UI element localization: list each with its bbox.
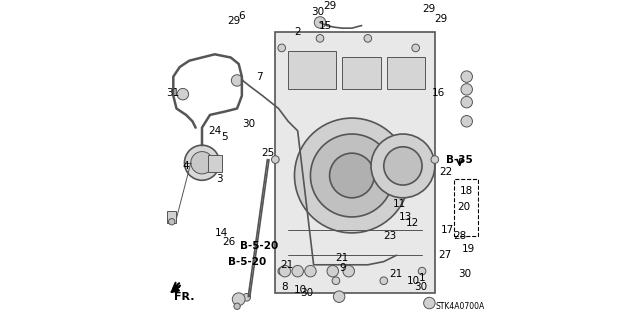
Text: STK4A0700A: STK4A0700A [436, 302, 485, 311]
Circle shape [327, 265, 339, 277]
Bar [167, 211, 177, 223]
Text: 21: 21 [280, 260, 293, 270]
Text: 17: 17 [441, 225, 454, 235]
Text: 13: 13 [399, 212, 412, 222]
Text: 20: 20 [457, 202, 470, 212]
Circle shape [191, 152, 213, 174]
Bar [288, 51, 336, 89]
Text: 6: 6 [239, 11, 245, 21]
Circle shape [424, 297, 435, 309]
Text: 8: 8 [282, 282, 288, 292]
Circle shape [279, 265, 291, 277]
Circle shape [371, 134, 435, 198]
Circle shape [384, 147, 422, 185]
Circle shape [380, 277, 388, 285]
Circle shape [418, 267, 426, 275]
Circle shape [333, 291, 345, 302]
Circle shape [292, 265, 303, 277]
Text: 11: 11 [393, 199, 406, 209]
Circle shape [461, 96, 472, 108]
Text: 7: 7 [256, 72, 262, 82]
Text: 31: 31 [166, 88, 179, 98]
Text: 29: 29 [227, 16, 241, 26]
Text: 2: 2 [294, 27, 301, 37]
Circle shape [316, 34, 324, 42]
Circle shape [168, 219, 175, 225]
Text: 9: 9 [339, 263, 346, 273]
Circle shape [314, 17, 326, 28]
Text: 30: 30 [300, 288, 313, 299]
Text: B-5-20: B-5-20 [228, 256, 266, 267]
Text: 19: 19 [462, 244, 476, 254]
Text: 5: 5 [221, 132, 228, 142]
Text: 30: 30 [414, 282, 428, 292]
Circle shape [231, 75, 243, 86]
Text: 21: 21 [389, 269, 403, 279]
Circle shape [294, 118, 410, 233]
Text: 15: 15 [319, 21, 332, 31]
Text: 23: 23 [383, 231, 396, 241]
Circle shape [232, 293, 245, 306]
Text: 29: 29 [323, 2, 336, 11]
Circle shape [278, 44, 285, 52]
Circle shape [412, 44, 419, 52]
Circle shape [234, 303, 240, 309]
Text: 28: 28 [454, 231, 467, 241]
Text: 18: 18 [460, 186, 473, 197]
Text: 16: 16 [431, 88, 445, 98]
Text: 10: 10 [406, 276, 420, 286]
Text: 10: 10 [294, 285, 307, 295]
Circle shape [278, 267, 285, 275]
Text: 29: 29 [422, 4, 436, 14]
Text: 22: 22 [439, 167, 452, 177]
Circle shape [271, 156, 279, 163]
Text: 30: 30 [311, 7, 324, 17]
Text: 24: 24 [208, 126, 221, 136]
Text: FR.: FR. [174, 292, 195, 302]
Circle shape [305, 265, 316, 277]
Text: 12: 12 [406, 218, 419, 228]
Text: B-5-20: B-5-20 [240, 241, 278, 251]
Bar [208, 155, 222, 172]
Circle shape [177, 88, 189, 100]
Circle shape [431, 156, 438, 163]
Circle shape [461, 71, 472, 82]
Circle shape [364, 34, 372, 42]
Circle shape [461, 84, 472, 95]
Text: 3: 3 [216, 174, 223, 184]
Circle shape [184, 145, 220, 180]
Text: 25: 25 [260, 148, 274, 158]
Circle shape [310, 134, 394, 217]
Bar [342, 57, 381, 89]
Text: 14: 14 [215, 228, 228, 238]
Text: 4: 4 [183, 161, 189, 171]
Text: 1: 1 [419, 272, 426, 283]
Text: 21: 21 [336, 253, 349, 263]
Circle shape [243, 293, 250, 301]
Circle shape [330, 153, 374, 198]
Circle shape [343, 265, 355, 277]
Text: 27: 27 [438, 250, 451, 260]
Bar [454, 179, 478, 236]
Bar [387, 57, 425, 89]
Text: 26: 26 [223, 237, 236, 248]
Text: 30: 30 [458, 269, 471, 279]
Polygon shape [275, 32, 435, 293]
Text: B-35: B-35 [446, 154, 473, 165]
Circle shape [461, 115, 472, 127]
Circle shape [332, 277, 340, 285]
Text: 29: 29 [435, 14, 448, 24]
Text: 30: 30 [243, 119, 255, 130]
